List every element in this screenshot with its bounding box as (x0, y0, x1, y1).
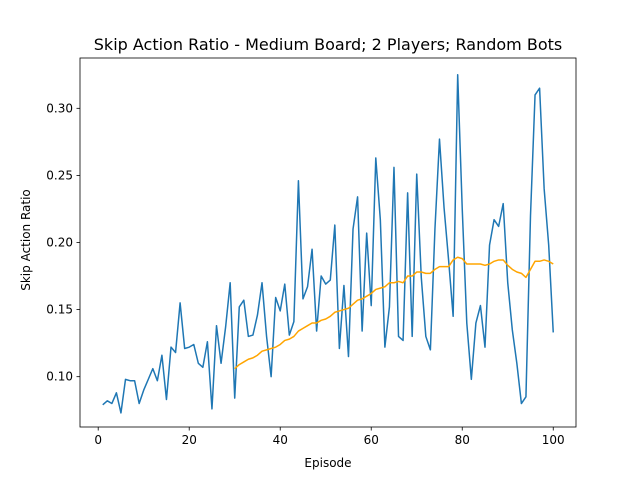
y-tick-label: 0.30 (46, 101, 73, 115)
axes: 0 20 40 60 80 100 0.10 0.15 0.20 0.25 0.30 (46, 57, 577, 447)
x-tick-label: 60 (364, 433, 379, 447)
x-tick-label: 0 (94, 433, 102, 447)
y-tick-label: 0.10 (46, 370, 73, 384)
x-axis-label: Episode (304, 456, 351, 470)
y-tick-label: 0.25 (46, 168, 73, 182)
y-axis-label: Skip Action Ratio (19, 189, 33, 291)
x-tick-label: 80 (455, 433, 470, 447)
series-line-2 (234, 256, 554, 370)
y-tick-label: 0.15 (46, 303, 73, 317)
x-tick-label: 40 (273, 433, 288, 447)
chart-title: Skip Action Ratio - Medium Board; 2 Play… (94, 35, 562, 54)
plot-area (102, 74, 554, 414)
series-line-1 (102, 74, 554, 414)
y-tick-label: 0.20 (46, 236, 73, 250)
x-tick-label: 100 (542, 433, 565, 447)
x-tick-label: 20 (182, 433, 197, 447)
